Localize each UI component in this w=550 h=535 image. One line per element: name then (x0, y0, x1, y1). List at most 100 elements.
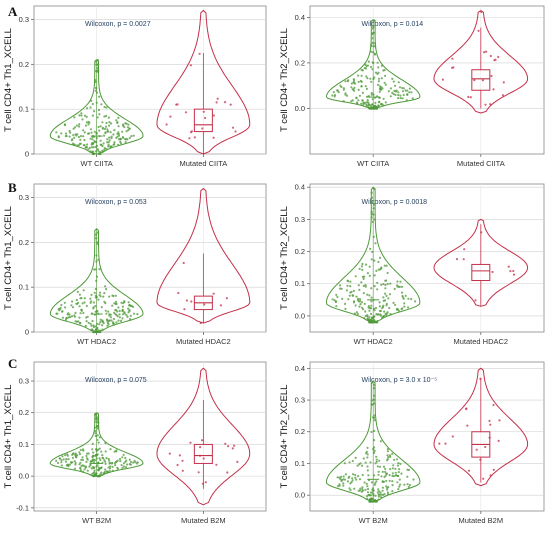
data-point (351, 473, 355, 476)
data-point (79, 297, 82, 300)
data-point (95, 69, 98, 73)
data-point (373, 42, 376, 45)
data-point (396, 280, 399, 283)
data-point (94, 430, 97, 433)
data-point (391, 91, 394, 94)
data-point (356, 312, 359, 316)
data-point (380, 475, 383, 478)
data-point (384, 83, 387, 86)
data-point (61, 310, 64, 313)
data-point (79, 466, 82, 469)
data-point (128, 136, 131, 139)
data-point (369, 77, 372, 80)
data-point (66, 463, 69, 466)
data-point (373, 439, 376, 442)
data-point (379, 491, 382, 494)
y-tick-label: 0 (25, 328, 29, 337)
data-point (342, 88, 345, 91)
data-point (127, 307, 130, 310)
data-point (88, 465, 91, 468)
data-point (391, 452, 394, 455)
data-point (384, 467, 387, 470)
data-point (367, 105, 370, 108)
data-point (125, 122, 128, 125)
data-point (497, 55, 500, 59)
data-point (369, 461, 372, 464)
data-point (360, 265, 363, 268)
data-point (116, 121, 119, 125)
data-point (341, 297, 344, 300)
data-point (386, 486, 389, 490)
data-point (403, 302, 406, 305)
data-point (482, 477, 485, 480)
data-point (177, 291, 180, 295)
data-point (406, 483, 409, 486)
data-point (94, 434, 97, 438)
data-point (95, 60, 98, 63)
data-point (98, 152, 101, 156)
data-point (352, 289, 355, 292)
data-point (391, 77, 394, 80)
data-point (378, 305, 381, 308)
data-point (361, 99, 364, 102)
y-tick-label: 0.2 (19, 238, 29, 247)
data-point (366, 272, 369, 275)
data-point (75, 134, 78, 137)
data-point (373, 402, 376, 405)
data-point (81, 456, 84, 459)
chart-b-th2: 0.0 0.1 0.2 0.3 0.4 T cell CD4+ Th2_XCELL WT H… (279, 183, 545, 346)
data-point (509, 270, 512, 273)
data-point (104, 462, 107, 465)
data-point (374, 101, 377, 104)
data-point (338, 284, 342, 287)
data-point (55, 131, 58, 134)
violin-mutated (156, 367, 251, 506)
data-point (375, 269, 378, 272)
chart-c-th2: 0.0 0.1 0.2 0.3 0.4 T cell CD4+ Th2_XCELL WT B… (279, 361, 545, 525)
data-point (95, 449, 98, 452)
data-point (108, 124, 111, 127)
data-point (350, 481, 353, 484)
data-point (373, 203, 376, 206)
data-point (373, 419, 376, 422)
data-point (126, 315, 129, 318)
data-point (342, 484, 345, 487)
data-point (223, 101, 227, 104)
data-point (94, 79, 97, 82)
data-point (377, 268, 380, 271)
data-point (79, 142, 82, 145)
data-point (89, 106, 92, 109)
data-point (92, 451, 95, 454)
data-point (107, 116, 110, 119)
data-point (400, 285, 404, 288)
data-point (389, 468, 392, 471)
data-point (361, 268, 364, 271)
data-point (99, 321, 102, 324)
data-point (93, 469, 96, 472)
data-point (366, 485, 369, 488)
data-point (101, 127, 104, 130)
data-point (124, 140, 127, 144)
data-point (122, 302, 125, 305)
data-point (474, 299, 477, 302)
x-tick-label: Mutated CIITA (179, 159, 227, 168)
data-point (56, 312, 59, 315)
data-point (366, 314, 369, 317)
data-point (114, 294, 117, 297)
data-point (485, 50, 488, 53)
data-point (136, 461, 139, 464)
data-point (410, 297, 413, 301)
y-axis-label: T cell CD4+ Th1_XCELL (3, 385, 14, 489)
data-point (116, 132, 119, 135)
data-point (91, 460, 94, 463)
data-point (215, 463, 218, 466)
data-point (108, 469, 111, 472)
data-point (101, 324, 104, 327)
data-point (95, 140, 98, 143)
data-point (95, 279, 98, 282)
data-point (342, 100, 345, 103)
data-point (361, 262, 364, 266)
data-point (332, 91, 335, 94)
data-point (96, 116, 99, 119)
data-point (365, 450, 368, 453)
